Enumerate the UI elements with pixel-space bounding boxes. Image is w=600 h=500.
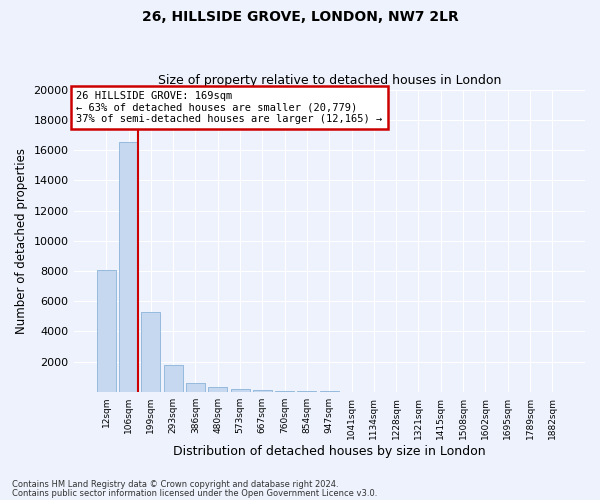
Bar bbox=[142, 312, 160, 392]
Bar bbox=[230, 389, 250, 392]
Y-axis label: Number of detached properties: Number of detached properties bbox=[15, 148, 28, 334]
Bar bbox=[253, 390, 272, 392]
Text: Contains HM Land Registry data © Crown copyright and database right 2024.: Contains HM Land Registry data © Crown c… bbox=[12, 480, 338, 489]
Text: Contains public sector information licensed under the Open Government Licence v3: Contains public sector information licen… bbox=[12, 489, 377, 498]
Text: 26 HILLSIDE GROVE: 169sqm
← 63% of detached houses are smaller (20,779)
37% of s: 26 HILLSIDE GROVE: 169sqm ← 63% of detac… bbox=[76, 91, 382, 124]
X-axis label: Distribution of detached houses by size in London: Distribution of detached houses by size … bbox=[173, 444, 485, 458]
Bar bbox=[164, 364, 182, 392]
Bar bbox=[275, 390, 294, 392]
Bar bbox=[97, 270, 116, 392]
Title: Size of property relative to detached houses in London: Size of property relative to detached ho… bbox=[158, 74, 501, 87]
Bar bbox=[208, 388, 227, 392]
Bar bbox=[298, 391, 316, 392]
Bar bbox=[186, 383, 205, 392]
Bar bbox=[119, 142, 138, 392]
Text: 26, HILLSIDE GROVE, LONDON, NW7 2LR: 26, HILLSIDE GROVE, LONDON, NW7 2LR bbox=[142, 10, 458, 24]
